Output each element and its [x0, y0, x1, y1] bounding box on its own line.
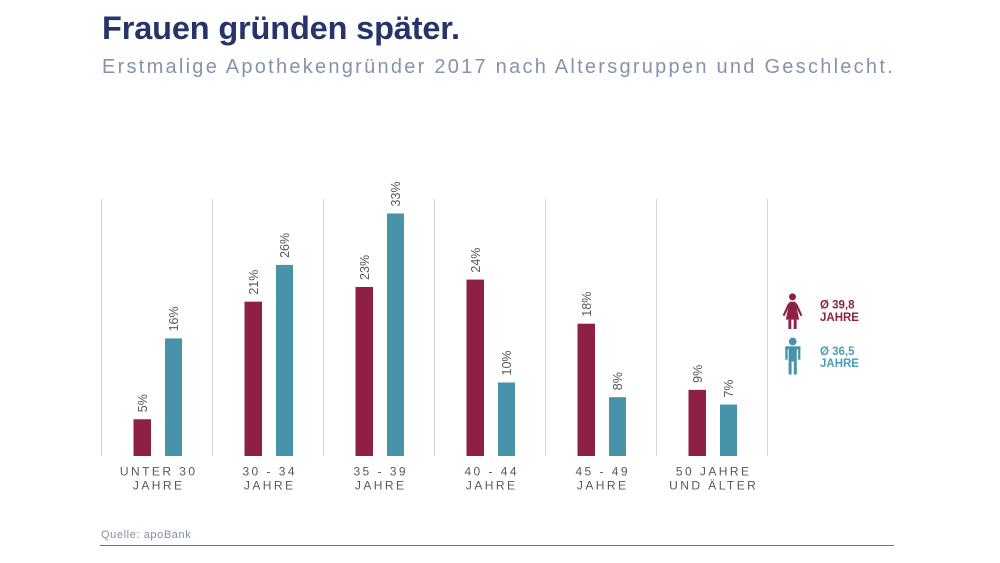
svg-text:35 - 39: 35 - 39 — [353, 464, 408, 478]
svg-text:JAHRE: JAHRE — [820, 312, 859, 324]
svg-text:Ø 39,8: Ø 39,8 — [820, 300, 855, 312]
svg-text:JAHRE: JAHRE — [244, 479, 296, 493]
svg-text:7%: 7% — [722, 379, 736, 397]
svg-text:16%: 16% — [167, 306, 181, 331]
svg-text:5%: 5% — [136, 394, 150, 412]
svg-text:30 - 34: 30 - 34 — [242, 464, 297, 478]
svg-text:JAHRE: JAHRE — [355, 479, 407, 493]
svg-text:9%: 9% — [691, 365, 705, 383]
svg-text:8%: 8% — [611, 372, 625, 390]
svg-text:10%: 10% — [500, 350, 514, 375]
svg-text:UNTER 30: UNTER 30 — [120, 464, 198, 478]
svg-text:UND ÄLTER: UND ÄLTER — [669, 479, 758, 493]
svg-text:50 JAHRE: 50 JAHRE — [676, 464, 752, 478]
svg-text:33%: 33% — [389, 181, 403, 206]
svg-text:45 - 49: 45 - 49 — [575, 464, 630, 478]
svg-text:18%: 18% — [580, 292, 594, 317]
svg-text:23%: 23% — [358, 255, 372, 280]
svg-text:JAHRE: JAHRE — [466, 479, 518, 493]
svg-text:24%: 24% — [469, 248, 483, 273]
svg-text:JAHRE: JAHRE — [820, 358, 859, 370]
svg-text:26%: 26% — [278, 233, 292, 258]
svg-text:JAHRE: JAHRE — [133, 479, 185, 493]
svg-text:21%: 21% — [247, 270, 261, 295]
svg-text:JAHRE: JAHRE — [577, 479, 629, 493]
svg-text:Ø 36,5: Ø 36,5 — [820, 346, 855, 358]
svg-text:40 - 44: 40 - 44 — [464, 464, 519, 478]
